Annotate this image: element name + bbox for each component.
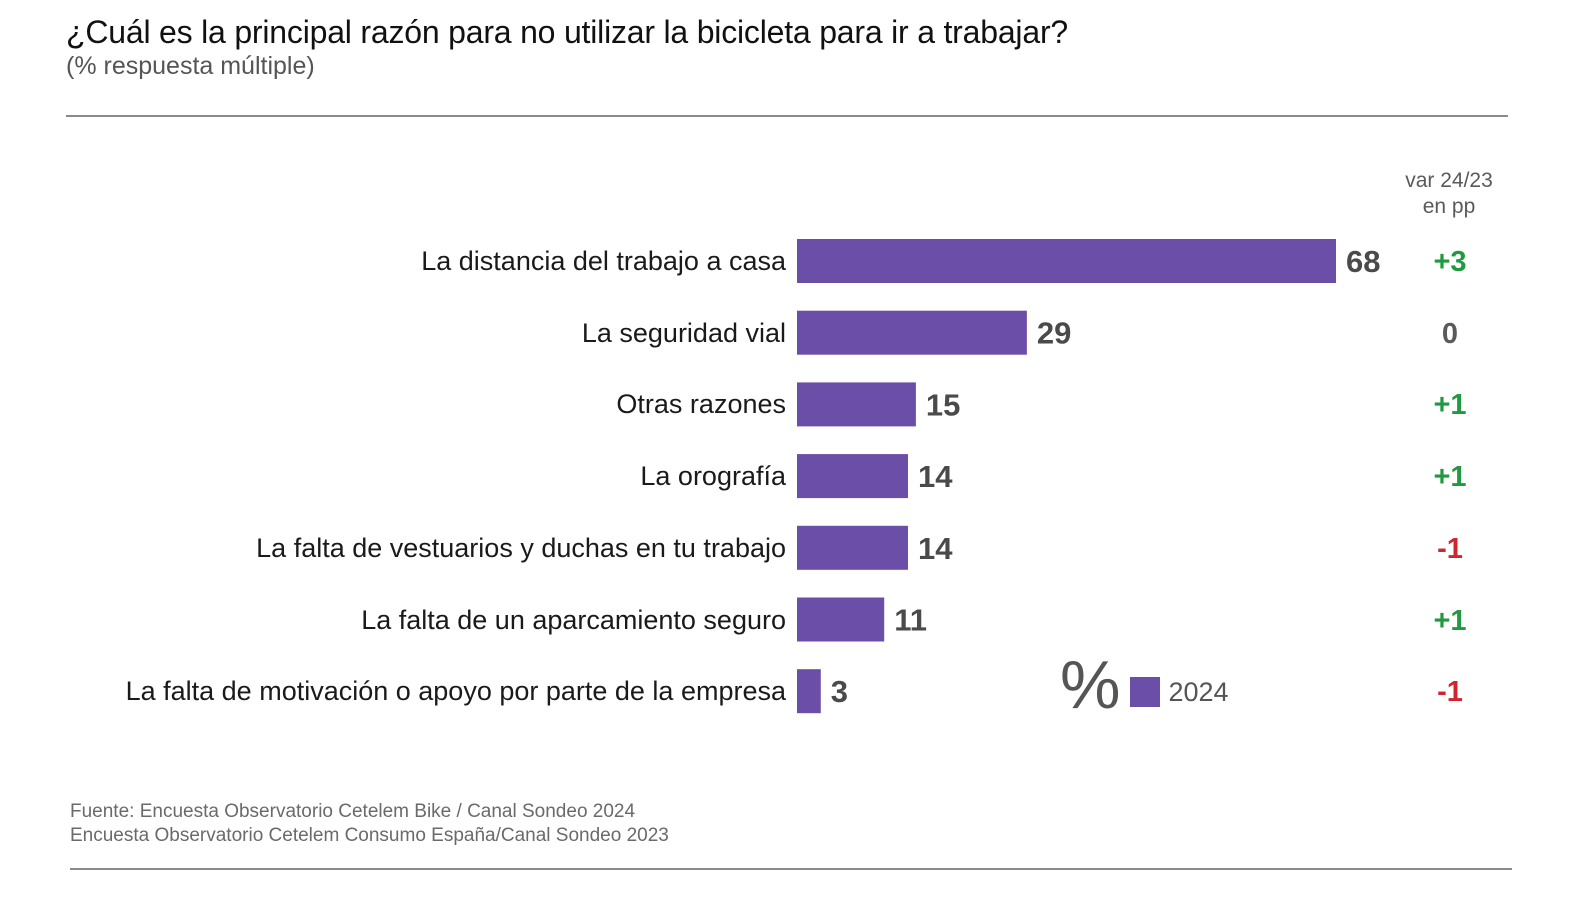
bar: [797, 310, 1027, 355]
legend-percent-symbol: %: [1060, 647, 1121, 723]
category-label: La orografía: [640, 461, 786, 492]
category-label: La falta de vestuarios y duchas en tu tr…: [256, 532, 786, 563]
chart-subtitle: (% respuesta múltiple): [66, 52, 315, 80]
category-label: La falta de motivación o apoyo por parte…: [125, 676, 786, 707]
source-line-1: Fuente: Encuesta Observatorio Cetelem Bi…: [70, 801, 636, 822]
bar: [797, 597, 885, 642]
bar: [797, 454, 908, 499]
bar-value-label: 15: [926, 387, 960, 422]
variation-header-line-2: en pp: [1422, 195, 1476, 218]
category-label: La falta de un aparcamiento seguro: [361, 604, 786, 635]
bar-value-label: 11: [894, 603, 927, 638]
bottom-divider: [70, 868, 1512, 870]
bar-value-label: 68: [1346, 244, 1380, 279]
variation-value: 0: [1441, 317, 1459, 350]
legend-swatch: [1130, 677, 1161, 707]
variation-value: +1: [1433, 389, 1467, 422]
variation-value: -1: [1437, 532, 1463, 565]
legend-label: 2024: [1168, 676, 1229, 707]
legend: % 2024: [1060, 650, 1229, 720]
bar: [797, 669, 821, 714]
source-note: Fuente: Encuesta Observatorio Cetelem Bi…: [70, 800, 669, 848]
bar-value-label: 14: [918, 531, 953, 566]
variation-value: +3: [1433, 246, 1467, 278]
chart-title: ¿Cuál es la principal razón para no util…: [66, 14, 1068, 50]
top-divider: [66, 115, 1508, 117]
variation-value: -1: [1437, 676, 1463, 709]
bar: [797, 239, 1336, 283]
bar-value-label: 3: [831, 674, 848, 709]
category-label: Otras razones: [616, 389, 786, 420]
bar: [797, 382, 916, 427]
variation-header-line-1: var 24/23: [1405, 169, 1493, 192]
variation-value: +1: [1433, 461, 1467, 494]
source-line-2: Encuesta Observatorio Cetelem Consumo Es…: [70, 825, 669, 846]
variation-header: var 24/23 en pp: [1388, 168, 1510, 220]
bar-value-label: 29: [1037, 316, 1071, 351]
bar: [797, 525, 908, 570]
category-label: La distancia del trabajo a casa: [421, 246, 786, 276]
category-label: La seguridad vial: [581, 317, 786, 348]
variation-value: +1: [1433, 604, 1467, 637]
bar-value-label: 14: [918, 459, 953, 494]
